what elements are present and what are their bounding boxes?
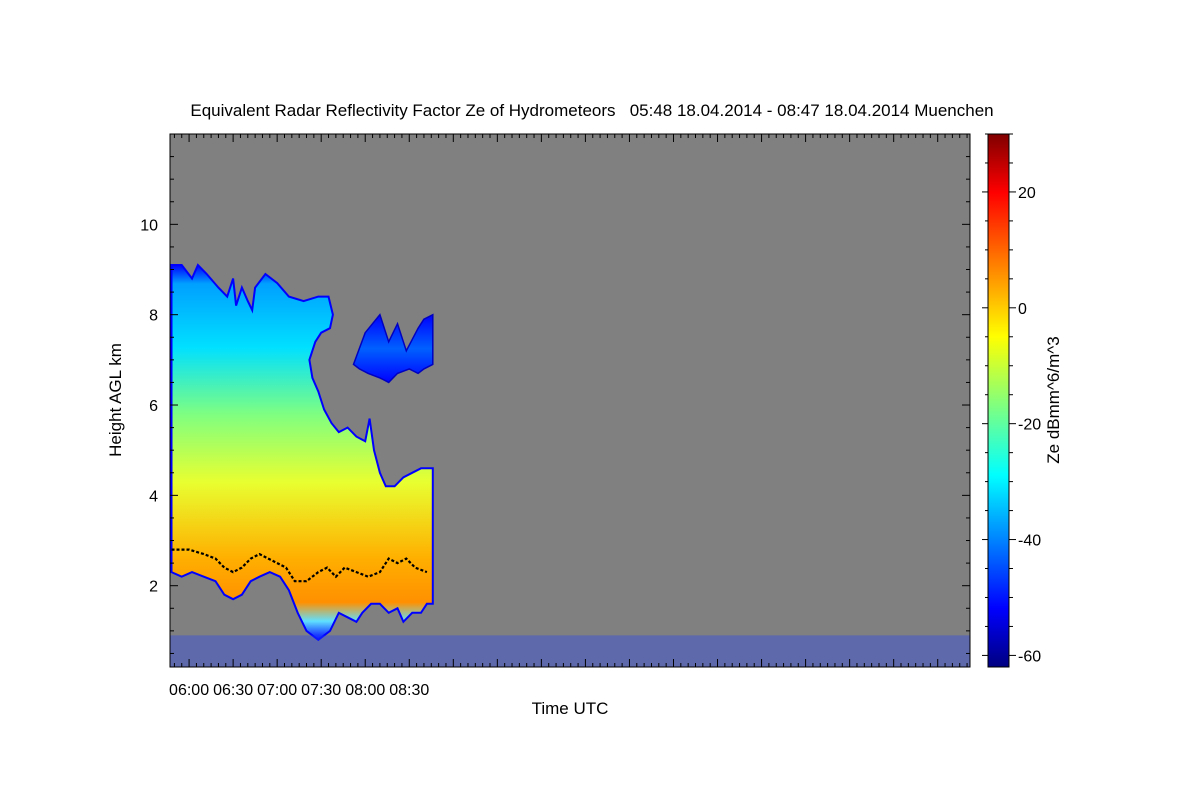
x-tick-label: 07:30 xyxy=(301,682,341,699)
x-tick-label: 08:30 xyxy=(389,682,429,699)
ground-clutter-band xyxy=(170,635,970,667)
colorbar-label: Ze dBmm^6/m^3 xyxy=(1044,336,1063,463)
upper-cloud-echo xyxy=(352,313,434,384)
y-tick-label: 4 xyxy=(149,488,158,505)
y-axis-label: Height AGL km xyxy=(106,343,125,457)
y-tick-label: 10 xyxy=(140,217,158,234)
y-tick-label: 2 xyxy=(149,579,158,596)
reflectivity-field xyxy=(170,263,970,667)
colorbar-tick-label: -60 xyxy=(1018,648,1041,665)
main-cloud-echo xyxy=(170,263,434,642)
x-tick-label: 06:30 xyxy=(213,682,253,699)
x-tick-label: 07:00 xyxy=(257,682,297,699)
x-axis-label: Time UTC xyxy=(532,699,609,718)
colorbar-tick-label: -40 xyxy=(1018,533,1041,550)
colorbar-tick-label: 0 xyxy=(1018,301,1027,318)
colorbar xyxy=(987,133,1010,668)
chart-title: Equivalent Radar Reflectivity Factor Ze … xyxy=(190,101,993,120)
x-axis: 06:00 06:30 07:00 07:30 08:00 08:30 xyxy=(169,134,968,699)
colorbar-tick-label: -20 xyxy=(1018,417,1041,434)
plot-frame xyxy=(169,133,971,668)
melting-layer-line xyxy=(171,548,428,583)
colorbar-axis: 20 0 -20 -40 -60 xyxy=(982,133,1041,665)
y-tick-label: 6 xyxy=(149,398,158,415)
y-tick-label: 8 xyxy=(149,308,158,325)
y-axis: 2 4 6 8 10 xyxy=(140,133,970,654)
x-tick-label: 08:00 xyxy=(345,682,385,699)
melting-layer-trace xyxy=(171,548,428,583)
colorbar-tick-label: 20 xyxy=(1018,185,1036,202)
x-tick-label: 06:00 xyxy=(169,682,209,699)
